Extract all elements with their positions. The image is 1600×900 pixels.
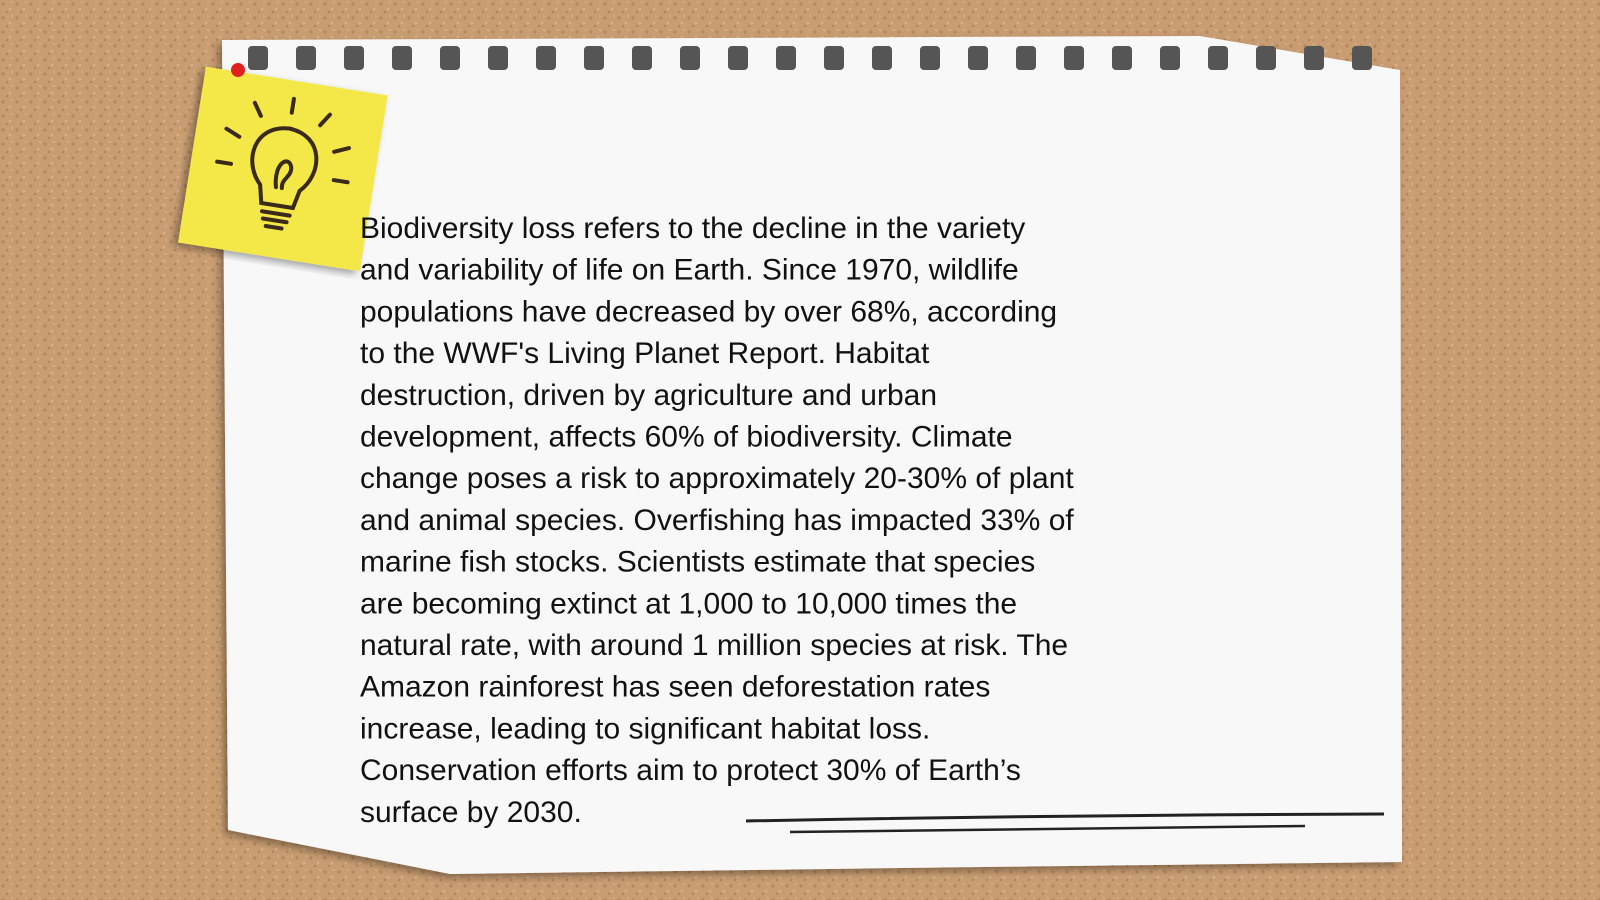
hole <box>968 46 988 70</box>
hole <box>1112 46 1132 70</box>
hole <box>1160 46 1180 70</box>
text-line: marine fish stocks. Scientists estimate … <box>360 546 1035 579</box>
paper <box>222 36 1402 874</box>
hole <box>584 46 604 70</box>
hole <box>488 46 508 70</box>
text-line: Conservation efforts aim to protect 30% … <box>360 754 1021 787</box>
hole <box>1208 46 1228 70</box>
hole <box>680 46 700 70</box>
text-line: Amazon rainforest has seen deforestation… <box>360 671 990 704</box>
hole <box>296 46 316 70</box>
hole <box>1016 46 1036 70</box>
sticky-note <box>178 66 388 272</box>
text-line: and animal species. Overfishing has impa… <box>360 504 1074 537</box>
text-line: populations have decreased by over 68%, … <box>360 295 1057 328</box>
hole <box>248 46 268 70</box>
text-line: and variability of life on Earth. Since … <box>360 254 1019 287</box>
text-line: destruction, driven by agriculture and u… <box>360 379 937 412</box>
hole <box>1304 46 1324 70</box>
text-line: to the WWF's Living Planet Report. Habit… <box>360 337 930 370</box>
text-line: change poses a risk to approximately 20-… <box>360 462 1074 495</box>
text-line: development, affects 60% of biodiversity… <box>360 421 1013 454</box>
hole <box>536 46 556 70</box>
lightbulb-icon <box>215 96 351 231</box>
hole <box>632 46 652 70</box>
paper-holes <box>248 46 1372 70</box>
decor-line <box>789 824 1306 834</box>
hole <box>776 46 796 70</box>
hole <box>920 46 940 70</box>
decor-line <box>745 812 1385 823</box>
text-line: Biodiversity loss refers to the decline … <box>360 212 1025 245</box>
text-line: natural rate, with around 1 million spec… <box>360 629 1068 662</box>
hole <box>1352 46 1372 70</box>
hole <box>872 46 892 70</box>
hole <box>728 46 748 70</box>
pin <box>231 63 245 77</box>
hole <box>1064 46 1084 70</box>
hole <box>1256 46 1276 70</box>
note-text: Biodiversity loss refers to the decline … <box>360 212 1074 829</box>
hole <box>392 46 412 70</box>
hole <box>344 46 364 70</box>
hole <box>440 46 460 70</box>
text-line: increase, leading to significant habitat… <box>360 712 930 745</box>
text-line: are becoming extinct at 1,000 to 10,000 … <box>360 587 1017 620</box>
hole <box>824 46 844 70</box>
text-line: surface by 2030. <box>360 796 582 829</box>
